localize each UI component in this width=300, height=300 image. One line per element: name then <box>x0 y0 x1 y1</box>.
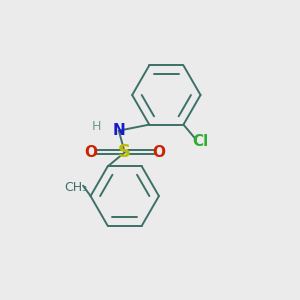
Text: S: S <box>118 143 131 161</box>
Text: O: O <box>152 145 165 160</box>
Text: H: H <box>92 120 101 133</box>
Text: N: N <box>112 123 125 138</box>
Text: Cl: Cl <box>192 134 209 148</box>
Text: CH₃: CH₃ <box>64 181 87 194</box>
Text: O: O <box>84 145 97 160</box>
